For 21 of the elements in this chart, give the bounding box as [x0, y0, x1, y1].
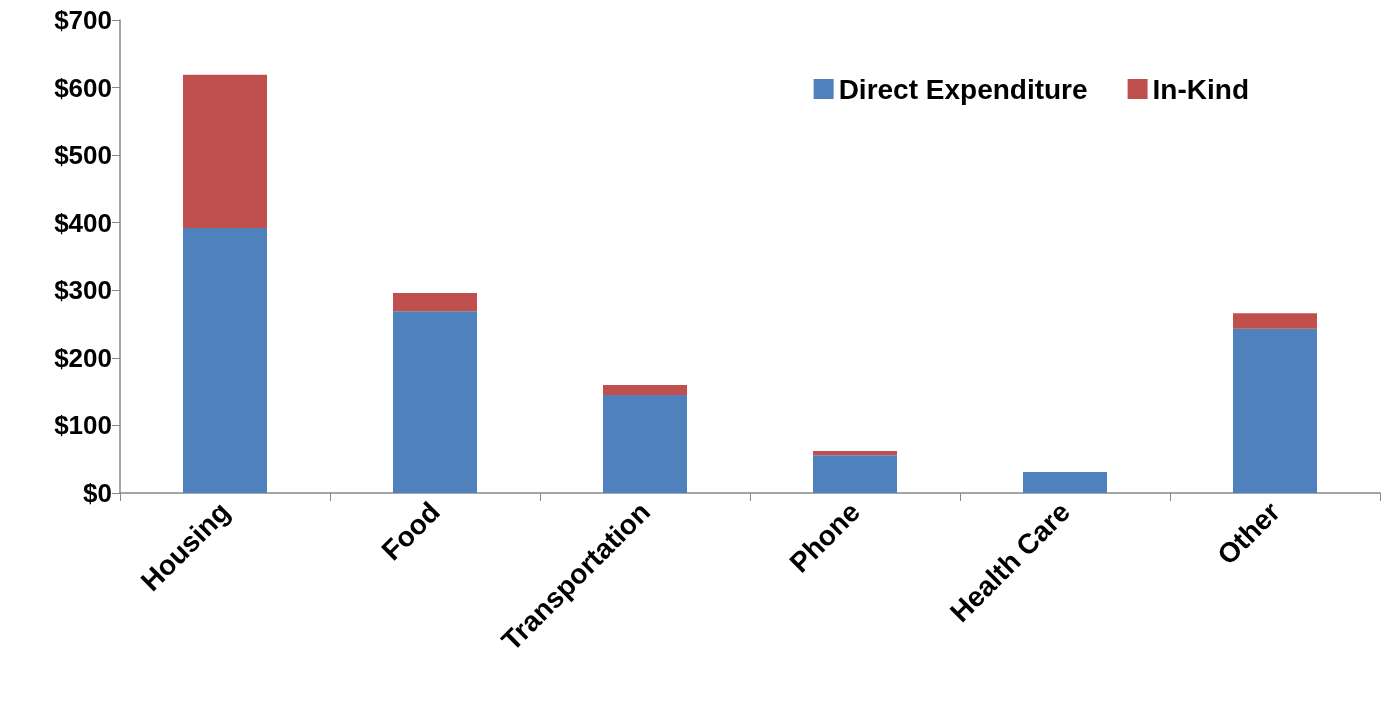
- bar: [1233, 328, 1317, 493]
- y-tick-label: $300: [54, 275, 112, 306]
- legend-label: Direct Expenditure: [838, 73, 1088, 105]
- bar: [393, 292, 477, 312]
- y-tick-label: $700: [54, 5, 112, 35]
- bar: [393, 311, 477, 493]
- bar: [813, 451, 897, 456]
- bar: [603, 395, 687, 493]
- y-tick-label: $500: [54, 140, 112, 171]
- bar: [1233, 313, 1317, 329]
- legend-label: In-Kind: [1152, 73, 1250, 105]
- bar: [183, 228, 267, 493]
- y-tick-label: $100: [54, 410, 112, 441]
- bar: [1023, 472, 1107, 493]
- y-tick-label: $600: [54, 72, 112, 103]
- y-tick-label: $0: [83, 478, 112, 508]
- y-tick-label: $400: [54, 207, 112, 238]
- y-tick-label: $200: [54, 342, 112, 373]
- bar: [813, 455, 897, 493]
- bar: [183, 74, 267, 229]
- bar: [603, 384, 687, 396]
